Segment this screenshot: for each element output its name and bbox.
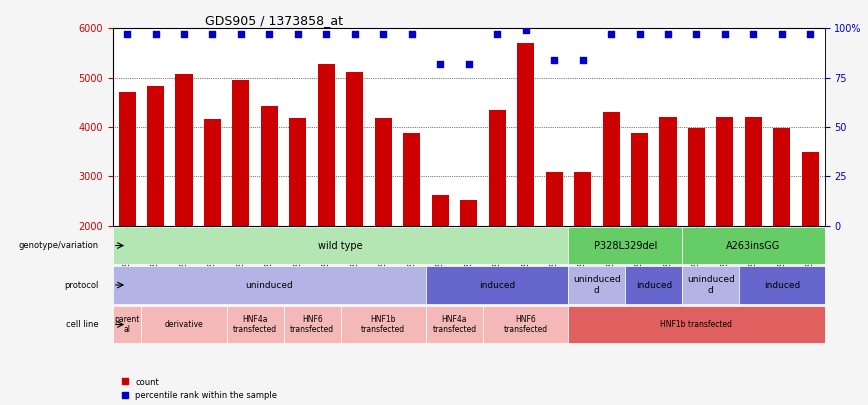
Bar (483, 305, 569, 343)
Text: wild type: wild type (319, 241, 363, 251)
Point (547, 57, 561, 63)
Text: parent
al: parent al (115, 315, 140, 334)
Bar (261, 106, 278, 226)
Point (404, 31, 418, 38)
Bar (740, 266, 825, 304)
Bar (489, 110, 506, 226)
Bar (404, 133, 420, 226)
Text: HNF6
transfected: HNF6 transfected (290, 315, 334, 334)
Point (433, 61, 447, 67)
Bar (113, 305, 141, 343)
Bar (340, 305, 426, 343)
Text: induced: induced (635, 281, 672, 290)
Bar (113, 266, 426, 304)
Bar (745, 117, 762, 226)
Point (206, 31, 220, 38)
Bar (119, 92, 135, 226)
Bar (716, 117, 733, 226)
Point (633, 31, 647, 38)
Point (291, 31, 305, 38)
Bar (660, 117, 676, 226)
Bar (682, 226, 825, 264)
Point (575, 57, 589, 63)
Text: induced: induced (479, 281, 516, 290)
Bar (227, 305, 284, 343)
Point (689, 31, 703, 38)
Text: GDS905 / 1373858_at: GDS905 / 1373858_at (206, 14, 344, 27)
Bar (204, 119, 221, 226)
Point (148, 31, 162, 38)
Bar (318, 64, 335, 226)
Text: uninduced: uninduced (246, 281, 293, 290)
Text: HNF4a
transfected: HNF4a transfected (233, 315, 277, 334)
Point (661, 31, 675, 38)
Bar (431, 195, 449, 226)
Bar (517, 43, 534, 226)
Point (348, 31, 362, 38)
Point (718, 31, 732, 38)
Text: protocol: protocol (64, 281, 99, 290)
Text: induced: induced (764, 281, 800, 290)
Bar (802, 152, 819, 226)
Bar (569, 266, 625, 304)
Text: HNF1b transfected: HNF1b transfected (661, 320, 733, 329)
Point (377, 31, 391, 38)
Text: P328L329del: P328L329del (594, 241, 657, 251)
Text: uninduced
d: uninduced d (573, 275, 621, 295)
Bar (175, 74, 193, 226)
Point (234, 31, 248, 38)
Bar (682, 266, 740, 304)
Text: HNF6
transfected: HNF6 transfected (503, 315, 548, 334)
Bar (773, 128, 791, 226)
Bar (233, 80, 249, 226)
Bar (375, 118, 391, 226)
Text: HNF4a
transfected: HNF4a transfected (432, 315, 477, 334)
Text: derivative: derivative (165, 320, 203, 329)
Bar (574, 173, 591, 226)
Text: uninduced
d: uninduced d (687, 275, 734, 295)
Point (746, 31, 760, 38)
Bar (546, 173, 562, 226)
Bar (569, 226, 682, 264)
Point (519, 27, 533, 34)
Bar (289, 118, 306, 226)
Text: HNF1b
transfected: HNF1b transfected (361, 315, 405, 334)
Point (262, 31, 276, 38)
Bar (688, 128, 705, 226)
Point (462, 61, 476, 67)
Point (490, 31, 504, 38)
Point (177, 31, 191, 38)
Text: A263insGG: A263insGG (727, 241, 780, 251)
Bar (460, 200, 477, 226)
Bar (284, 305, 340, 343)
Point (804, 31, 818, 38)
Bar (426, 305, 483, 343)
Bar (569, 305, 825, 343)
Bar (346, 72, 364, 226)
Bar (426, 266, 569, 304)
Point (120, 31, 134, 38)
Bar (113, 226, 569, 264)
Text: genotype/variation: genotype/variation (18, 241, 99, 250)
Point (775, 31, 789, 38)
Legend: count, percentile rank within the sample: count, percentile rank within the sample (117, 375, 280, 403)
Point (604, 31, 618, 38)
Point (319, 31, 333, 38)
Bar (602, 112, 620, 226)
Bar (631, 133, 648, 226)
Bar (141, 305, 227, 343)
Bar (625, 266, 682, 304)
Text: cell line: cell line (66, 320, 99, 329)
Bar (147, 86, 164, 226)
